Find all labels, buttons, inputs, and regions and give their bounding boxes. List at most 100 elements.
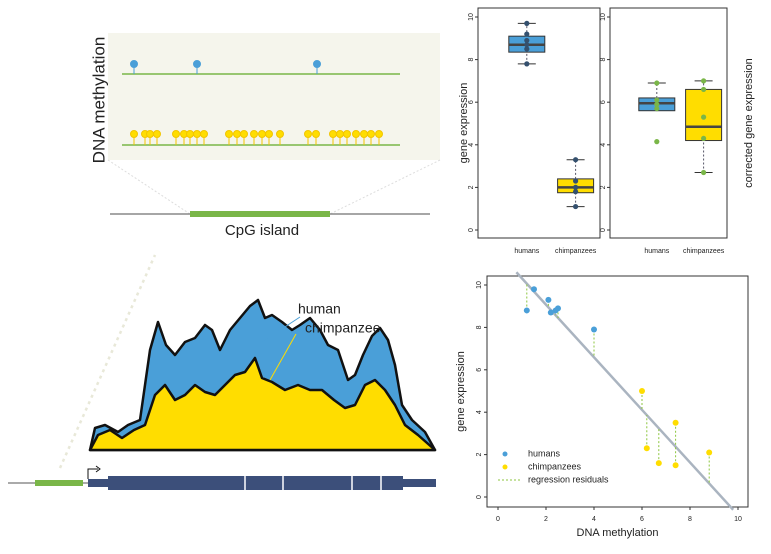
y-tick-label: 2: [600, 185, 607, 189]
data-point: [706, 449, 713, 456]
data-point: [547, 309, 554, 316]
chimp-label: chimpanzee: [305, 320, 381, 336]
lollipop-head: [200, 130, 208, 138]
data-point: [545, 296, 552, 303]
x-axis-label: DNA methylation: [577, 527, 659, 539]
legend-marker: [502, 464, 508, 470]
lollipop-head: [186, 130, 194, 138]
chimp-density: [88, 356, 437, 452]
lollipop-head: [375, 130, 383, 138]
data-point: [643, 445, 650, 452]
plot-frame: [486, 275, 749, 508]
data-point: [654, 139, 660, 145]
lollipop-head: [367, 130, 375, 138]
y-tick-label: 0: [468, 228, 475, 232]
data-point: [655, 460, 662, 467]
lollipop-head: [258, 130, 266, 138]
data-point: [701, 169, 707, 176]
human-label: human: [298, 301, 341, 317]
x-tick-label: 8: [688, 516, 692, 523]
data-point: [524, 42, 530, 48]
lollipop-head: [329, 130, 337, 138]
data-point: [573, 189, 579, 195]
y-axis-label: gene expression: [455, 351, 467, 432]
data-point: [523, 307, 530, 314]
y-tick-label: 4: [600, 143, 607, 147]
lollipop-head: [153, 130, 161, 138]
y-axis-label: corrected gene expression: [743, 58, 755, 188]
data-point: [672, 419, 679, 426]
chimp-pointer: [269, 333, 297, 381]
y-tick-label: 6: [600, 100, 607, 104]
lollipop-head: [130, 130, 138, 138]
x-tick-label: 6: [640, 516, 644, 523]
data-point: [701, 86, 707, 93]
lollipop-head: [304, 130, 312, 138]
data-point: [524, 46, 530, 52]
y-tick-label: 10: [600, 13, 607, 21]
data-point: [573, 184, 579, 190]
data-point: [591, 326, 597, 333]
lollipop-head: [193, 130, 201, 138]
legend-label: chimpanzees: [528, 461, 582, 471]
y-tick-label: 0: [600, 228, 607, 232]
y-tick-label: 0: [476, 495, 483, 499]
x-tick-label: 4: [592, 516, 596, 523]
x-tick-label: chimpanzees: [683, 248, 725, 255]
gene-model: [8, 465, 436, 490]
legend-marker: [502, 451, 508, 457]
data-point: [555, 305, 561, 312]
x-tick-label: 0: [496, 516, 500, 523]
data-point: [701, 78, 707, 84]
x-tick-label: humans: [514, 248, 539, 255]
lollipop-head: [172, 130, 180, 138]
legend-label: humans: [528, 448, 561, 458]
y-tick-label: 8: [468, 58, 475, 62]
data-point: [573, 157, 579, 163]
y-tick-label: 6: [468, 100, 475, 104]
data-point: [654, 97, 660, 103]
cpg-island: [190, 211, 330, 217]
y-tick-label: 8: [476, 325, 483, 329]
island-label: CpG island: [225, 222, 299, 239]
data-point: [524, 61, 530, 67]
data-point: [701, 135, 707, 142]
methylation-panel: [108, 33, 440, 160]
plot-frame: [477, 7, 601, 239]
zoom-line: [107, 159, 191, 215]
y-tick-label: 4: [476, 410, 483, 414]
lollipop-head: [250, 130, 258, 138]
lollipop-head: [265, 130, 273, 138]
data-point: [573, 203, 579, 210]
legend-label: regression residuals: [528, 474, 609, 484]
x-tick-label: humans: [644, 248, 669, 255]
lollipop-head: [343, 130, 351, 138]
x-tick-label: 2: [544, 516, 548, 523]
data-point: [524, 20, 530, 26]
lollipop-head: [225, 130, 233, 138]
data-point: [639, 388, 645, 394]
x-tick-label: 10: [734, 516, 742, 523]
yellow-lollipops: [122, 130, 400, 146]
data-point: [654, 105, 660, 112]
y-tick-label: 2: [476, 453, 483, 457]
y-tick-label: 6: [476, 368, 483, 372]
x-tick-label: chimpanzees: [555, 248, 597, 255]
data-point: [573, 178, 579, 184]
y-tick-label: 4: [468, 143, 475, 147]
lollipop-head: [240, 130, 248, 138]
data-point: [524, 37, 530, 44]
data-point: [701, 114, 707, 120]
y-tick-label: 10: [476, 281, 483, 289]
lollipop-head: [312, 130, 320, 138]
lollipop-head: [360, 130, 368, 138]
lollipop-head: [146, 130, 154, 138]
lollipop-head: [276, 130, 284, 138]
lollipop-head: [233, 130, 241, 138]
human-pointer: [261, 316, 301, 343]
data-point: [531, 286, 537, 293]
data-point: [654, 101, 660, 107]
data-point: [654, 80, 660, 86]
y-tick-label: 10: [468, 13, 475, 21]
